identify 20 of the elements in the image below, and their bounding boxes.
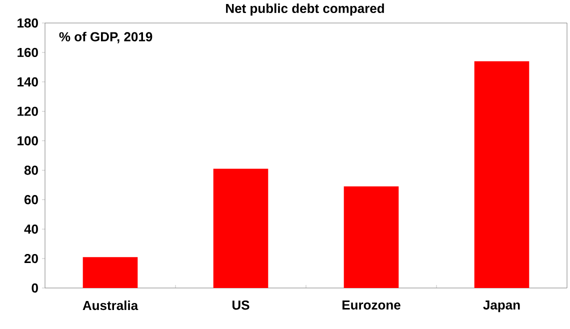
y-tick-label: 0	[32, 283, 38, 293]
y-tick-label: 20	[24, 254, 38, 264]
y-tick-label: 40	[24, 224, 38, 234]
bar	[474, 61, 530, 288]
y-tick-label: 80	[24, 166, 38, 175]
y-tick-label: 100	[18, 136, 38, 146]
x-tick-label: Australia	[82, 300, 138, 310]
y-tick-label: 160	[18, 48, 38, 58]
y-tick-label: 120	[18, 106, 38, 116]
x-tick-label: US	[232, 300, 250, 310]
bar	[344, 186, 399, 288]
text: % of GDP, 2019	[59, 32, 152, 44]
chart-title: Net public debt compared	[226, 4, 384, 16]
y-tick-label: 180	[18, 18, 38, 28]
y-tick-label: 140	[18, 77, 38, 86]
bar	[82, 257, 138, 288]
x-tick-label: Eurozone	[342, 300, 400, 310]
bar	[213, 168, 268, 288]
y-tick-label: 60	[24, 195, 38, 204]
x-tick-label: Japan	[483, 300, 520, 312]
